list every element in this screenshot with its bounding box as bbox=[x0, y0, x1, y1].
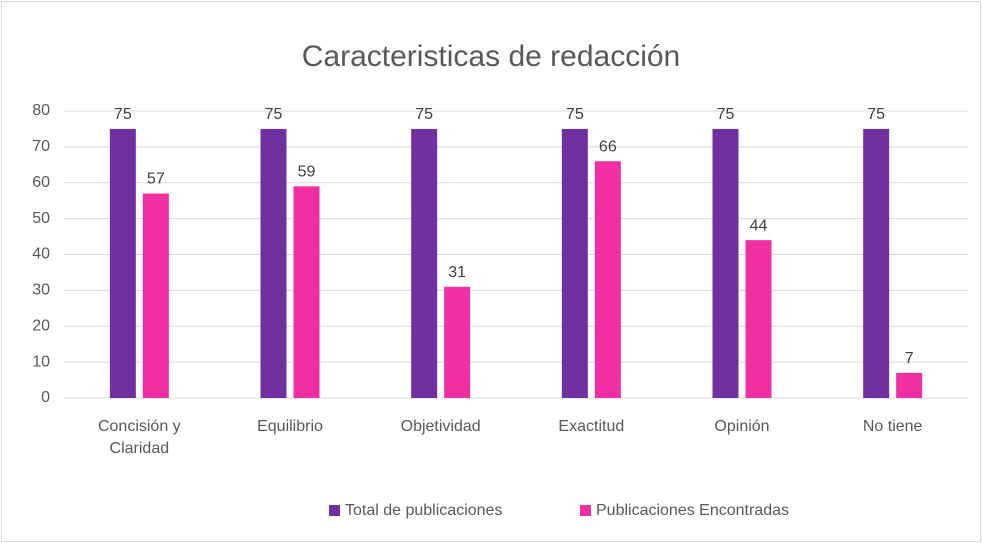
data-label: 75 bbox=[265, 106, 283, 123]
data-label: 75 bbox=[415, 106, 433, 123]
data-label: 31 bbox=[448, 264, 466, 281]
legend-swatch bbox=[580, 505, 591, 516]
bar bbox=[142, 193, 169, 398]
y-tick-label: 60 bbox=[32, 174, 50, 191]
y-tick-label: 10 bbox=[32, 353, 50, 370]
bar bbox=[594, 161, 621, 398]
x-tick-label: Concisión y Claridad bbox=[97, 418, 181, 457]
data-label: 75 bbox=[114, 106, 132, 123]
x-tick-label: Objetividad bbox=[400, 418, 481, 435]
x-tick-label: Equilibrio bbox=[257, 418, 323, 435]
chart-title: Caracteristicas de redacción bbox=[302, 40, 681, 73]
bar bbox=[745, 240, 772, 398]
x-tick-label: Opinión bbox=[714, 418, 770, 435]
bar bbox=[260, 128, 287, 398]
data-label: 66 bbox=[599, 138, 617, 155]
data-label: 75 bbox=[566, 106, 584, 123]
y-tick-label: 80 bbox=[32, 102, 50, 119]
legend-label: Total de publicaciones bbox=[345, 502, 502, 519]
data-label: 57 bbox=[147, 171, 165, 188]
bar bbox=[444, 286, 471, 398]
bar bbox=[863, 128, 890, 398]
data-label: 44 bbox=[750, 217, 768, 234]
legend-label: Publicaciones Encontradas bbox=[596, 502, 789, 519]
data-label: 75 bbox=[717, 106, 735, 123]
data-label: 7 bbox=[905, 350, 914, 367]
data-label: 59 bbox=[298, 164, 316, 181]
y-tick-label: 40 bbox=[32, 246, 50, 263]
bar bbox=[293, 186, 320, 398]
bar bbox=[109, 128, 136, 398]
bar bbox=[896, 372, 923, 398]
legend-swatch bbox=[329, 505, 340, 516]
y-tick-label: 0 bbox=[41, 389, 50, 406]
bar bbox=[411, 128, 438, 398]
y-tick-label: 20 bbox=[32, 317, 50, 334]
y-tick-label: 70 bbox=[32, 138, 50, 155]
y-tick-label: 50 bbox=[32, 210, 50, 227]
y-tick-label: 30 bbox=[32, 282, 50, 299]
bar bbox=[712, 128, 739, 398]
bar bbox=[561, 128, 588, 398]
data-label: 75 bbox=[867, 106, 885, 123]
x-tick-label: No tiene bbox=[862, 418, 923, 435]
x-tick-label: Exactitud bbox=[558, 418, 625, 435]
